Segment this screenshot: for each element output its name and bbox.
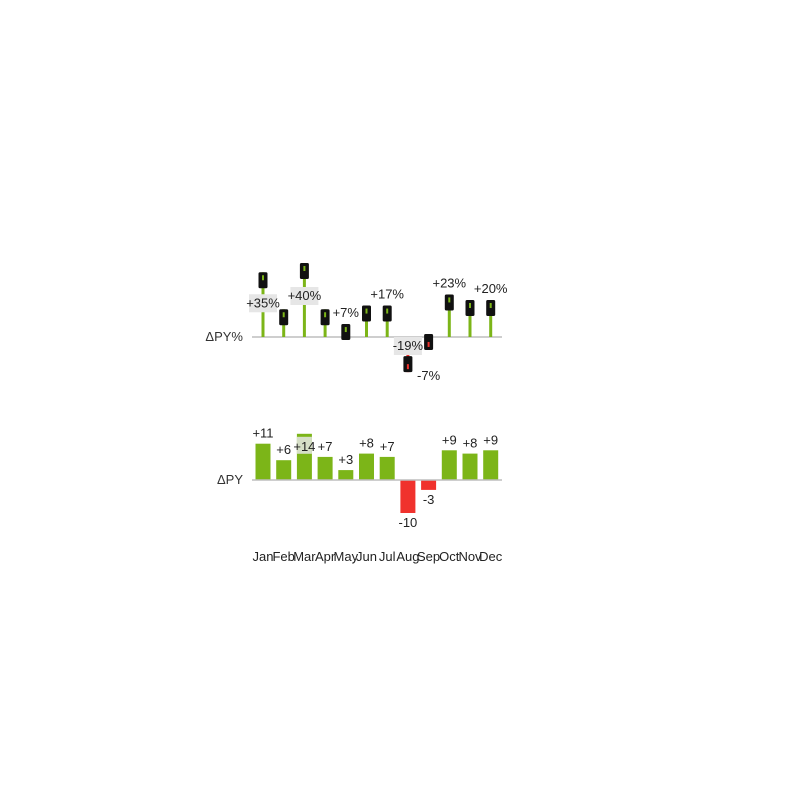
data-label-pct-aug: -19% [393, 338, 424, 353]
data-label-pct-mar: +40% [288, 288, 322, 303]
month-label-dec: Dec [479, 549, 503, 564]
data-label-jun: +8 [359, 436, 374, 451]
data-label-pct-may: +7% [333, 305, 360, 320]
data-label-feb: +6 [276, 442, 291, 457]
row-label-delta-py: ΔPY [217, 472, 243, 487]
data-label-aug: -10 [399, 515, 418, 530]
data-label-oct: +9 [442, 432, 457, 447]
month-label-jul: Jul [379, 549, 396, 564]
delta-py-percent-chart: ΔPY% +35% +40% +7% +17% -19% -7% +23% +20% [205, 263, 508, 383]
month-label-oct: Oct [439, 549, 460, 564]
month-label-aug: Aug [396, 549, 419, 564]
bar-apr [317, 456, 333, 480]
data-label-nov: +8 [463, 436, 478, 451]
data-label-may: +3 [338, 452, 353, 467]
bar-jul [379, 456, 395, 480]
data-label-box-mar [296, 436, 312, 454]
month-label-apr: Apr [315, 549, 336, 564]
data-label-box-mar [290, 287, 319, 305]
data-label-jul: +7 [380, 439, 395, 454]
bar-jun [359, 453, 374, 480]
data-label-pct-dec: +20% [474, 281, 508, 296]
row-label-delta-py-percent: ΔPY% [205, 329, 243, 344]
data-label-apr: +7 [318, 439, 333, 454]
bar-aug [400, 480, 416, 513]
bar-dec [483, 450, 499, 480]
delta-py-chart: ΔPY +11+6 +14 +7+3+8 +7-10-3+9 +8 +9 [217, 426, 502, 530]
month-label-mar: Mar [293, 549, 316, 564]
data-label-box-aug [393, 337, 422, 355]
month-label-sep: Sep [417, 549, 440, 564]
month-label-jun: Jun [356, 549, 377, 564]
bar-sep [421, 480, 437, 490]
data-label-sep: -3 [423, 492, 435, 507]
month-label-may: May [334, 549, 359, 564]
month-label-jan: Jan [253, 549, 274, 564]
data-label-pct-jan: +35% [246, 295, 280, 310]
month-label-feb: Feb [272, 549, 294, 564]
data-label-jan: +11 [252, 426, 273, 441]
data-label-box-jan [249, 294, 277, 313]
bar-jan [255, 443, 271, 480]
data-label-pct-oct: +23% [432, 275, 466, 290]
data-label-mar: +14 [293, 439, 315, 454]
bar-may [338, 470, 354, 480]
month-label-nov: Nov [458, 549, 482, 564]
bar-oct [441, 450, 457, 480]
data-label-pct-jul: +17% [370, 287, 404, 302]
bar-feb [276, 460, 292, 480]
data-label-dec: +9 [483, 432, 498, 447]
bar-nov [462, 453, 478, 480]
data-label-pct-sep: -7% [417, 368, 441, 383]
